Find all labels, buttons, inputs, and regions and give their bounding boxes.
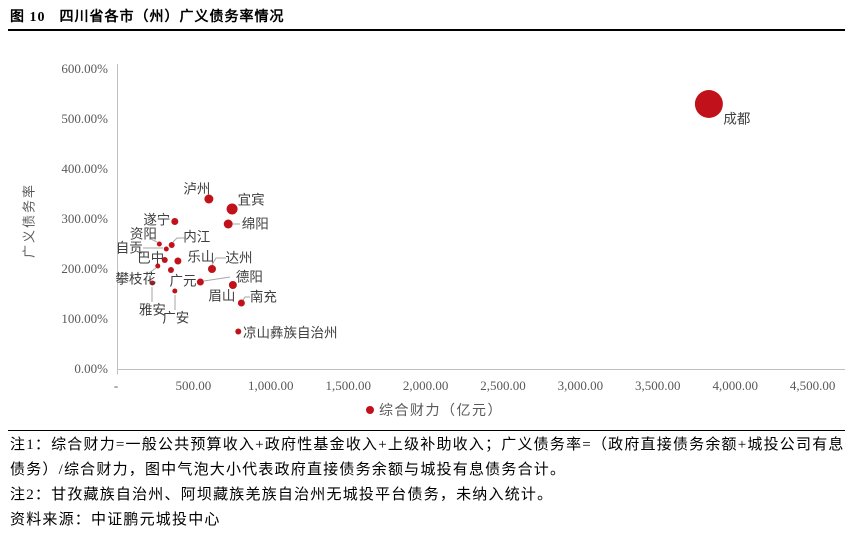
source-line: 资料来源：中证鹏元城投中心 bbox=[10, 512, 221, 528]
data-point-dot bbox=[171, 218, 179, 225]
note-line-3: 注2：甘孜藏族自治州、阿坝藏族羌族自治州无城投平台债务，未纳入统计。 bbox=[10, 487, 554, 503]
data-point-label: 雅安 bbox=[138, 302, 166, 318]
y-axis-tick-label: 300.00% bbox=[61, 211, 108, 226]
data-point-label: 遂宁 bbox=[143, 211, 171, 227]
data-point-dot bbox=[155, 263, 161, 269]
data-point-dot bbox=[207, 265, 216, 273]
x-axis-tick-label: 3,000.00 bbox=[557, 378, 604, 393]
label-connector-line bbox=[172, 237, 185, 243]
data-point-dot bbox=[163, 246, 169, 252]
x-axis-tick-label: 3,500.00 bbox=[635, 378, 681, 393]
data-point-dot bbox=[196, 278, 204, 286]
label-connector-line bbox=[148, 267, 157, 274]
data-point-label: 广元 bbox=[169, 273, 197, 289]
data-point-label: 成都 bbox=[723, 111, 751, 127]
chart-legend: 综合财力（亿元） bbox=[366, 400, 503, 420]
label-connector-line bbox=[150, 238, 158, 243]
x-axis-tick-label: - bbox=[113, 378, 119, 393]
data-point-dot bbox=[223, 219, 233, 229]
y-axis-title: 广义债务率 bbox=[21, 183, 37, 259]
figure-number: 图 10 bbox=[10, 10, 46, 25]
y-axis-tick-label: 100.00% bbox=[61, 311, 108, 326]
y-axis-tick-label: 600.00% bbox=[61, 61, 108, 76]
label-connector-line bbox=[242, 296, 250, 301]
bubble-chart: 广义债务率 综合财力（亿元） 0.00% 100.00% 200.00% 300.00… bbox=[21, 61, 845, 420]
data-point-label: 宜宾 bbox=[237, 192, 265, 208]
figure-title-text: 四川省各市（州）广义债务率情况 bbox=[59, 10, 285, 25]
note-line-1: 注1：综合财力=一般公共预算收入+政府性基金收入+上级补助收入；广义债务率=（政… bbox=[10, 437, 845, 453]
data-point-dot bbox=[237, 299, 245, 307]
data-point-label: 眉山 bbox=[208, 288, 236, 304]
note-line-2: 债务）/综合财力，图中气泡大小代表政府直接债务余额与城投有息债务合计。 bbox=[10, 462, 567, 478]
data-point-dot bbox=[226, 203, 238, 215]
y-axis-tick-label: 200.00% bbox=[61, 261, 108, 276]
y-axis-tick-label: 400.00% bbox=[61, 161, 108, 176]
data-point-label: 广安 bbox=[162, 310, 190, 326]
data-point-label: 攀枝花 bbox=[115, 271, 157, 287]
data-point-label: 乐山 bbox=[187, 249, 215, 265]
notes-block: 注1：综合财力=一般公共预算收入+政府性基金收入+上级补助收入；广义债务率=（政… bbox=[10, 433, 846, 533]
x-axis-tick-label: 1,000.00 bbox=[248, 378, 294, 393]
data-point-label: 内江 bbox=[183, 229, 211, 245]
data-point-dot bbox=[172, 288, 178, 294]
legend-marker-icon bbox=[366, 406, 374, 414]
x-axis-tick-label: 4,000.00 bbox=[712, 378, 758, 393]
data-point-dot bbox=[174, 257, 182, 265]
x-axis-tick-label: 4,500.00 bbox=[789, 378, 836, 393]
x-axis-tick-label: 2,000.00 bbox=[402, 378, 449, 393]
label-connector-line bbox=[203, 276, 231, 282]
data-point-label: 泸州 bbox=[183, 181, 211, 197]
data-point-label: 巴中 bbox=[137, 250, 165, 266]
plot-canvas bbox=[117, 64, 845, 375]
data-point-label: 达州 bbox=[225, 250, 253, 266]
x-axis-tick-label: 1,500.00 bbox=[325, 378, 371, 393]
legend-label: 综合财力（亿元） bbox=[379, 404, 503, 419]
data-point-dot bbox=[235, 328, 242, 335]
data-point-label: 自贡 bbox=[115, 240, 143, 256]
y-axis-tick-label: 0.00% bbox=[74, 361, 108, 376]
title-divider bbox=[8, 29, 845, 31]
data-point-label: 南充 bbox=[249, 289, 277, 305]
y-axis-tick-label: 500.00% bbox=[61, 111, 108, 126]
data-point-dot bbox=[694, 90, 723, 118]
data-point-dot bbox=[161, 257, 168, 263]
data-point-dot bbox=[168, 242, 175, 248]
label-connector-line bbox=[211, 257, 226, 266]
data-point-dot bbox=[149, 280, 155, 286]
notes-divider bbox=[8, 430, 845, 431]
data-point-label: 凉山彝族自治州 bbox=[243, 324, 338, 340]
data-point-dot bbox=[156, 241, 162, 247]
data-point-label: 绵阳 bbox=[241, 216, 269, 232]
figure-title: 图 10 四川省各市（州）广义债务率情况 bbox=[10, 6, 285, 26]
data-point-dot bbox=[167, 267, 174, 273]
x-axis-tick-label: 2,500.00 bbox=[480, 378, 526, 393]
data-point-label: 德阳 bbox=[235, 269, 263, 285]
data-point-label: 资阳 bbox=[129, 226, 157, 242]
data-point-dot bbox=[204, 194, 214, 204]
x-axis-tick-label: 500.00 bbox=[175, 378, 212, 393]
data-point-dot bbox=[228, 281, 237, 289]
